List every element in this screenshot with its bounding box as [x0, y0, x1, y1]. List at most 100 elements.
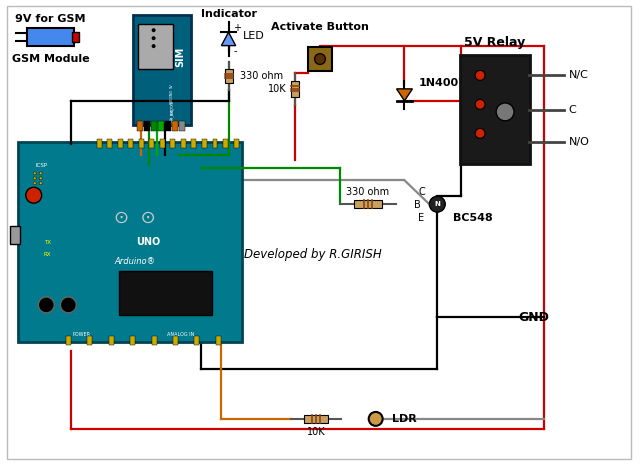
Text: Activate Button: Activate Button — [271, 22, 369, 32]
FancyBboxPatch shape — [195, 336, 200, 345]
Circle shape — [475, 129, 485, 138]
FancyBboxPatch shape — [158, 121, 164, 130]
Text: E: E — [419, 213, 424, 223]
FancyBboxPatch shape — [130, 336, 135, 345]
FancyBboxPatch shape — [173, 336, 178, 345]
Circle shape — [475, 70, 485, 80]
Circle shape — [33, 177, 36, 180]
Text: 10K: 10K — [268, 84, 287, 94]
Text: SIM_TXD: SIM_TXD — [170, 99, 174, 115]
Circle shape — [26, 187, 42, 203]
Circle shape — [33, 172, 36, 175]
FancyBboxPatch shape — [27, 28, 74, 46]
Text: LDR: LDR — [392, 414, 417, 424]
Polygon shape — [397, 89, 412, 101]
Text: ⊙  ⊙: ⊙ ⊙ — [114, 209, 156, 227]
Text: BC548: BC548 — [453, 213, 493, 223]
Circle shape — [152, 44, 156, 48]
Text: C: C — [418, 187, 425, 197]
Text: GND: GND — [519, 311, 550, 324]
FancyBboxPatch shape — [144, 121, 150, 130]
Text: VDD: VDD — [170, 96, 174, 104]
FancyBboxPatch shape — [87, 336, 92, 345]
Text: B: B — [414, 200, 420, 210]
FancyBboxPatch shape — [225, 69, 232, 83]
Text: TX: TX — [44, 240, 51, 246]
Text: UNO: UNO — [136, 237, 160, 247]
Text: RX: RX — [44, 253, 51, 257]
Text: 10K: 10K — [307, 427, 325, 437]
FancyBboxPatch shape — [149, 138, 154, 148]
FancyBboxPatch shape — [354, 200, 381, 208]
FancyBboxPatch shape — [72, 32, 79, 42]
Circle shape — [38, 297, 54, 313]
Text: 330 ohm: 330 ohm — [241, 71, 284, 81]
FancyBboxPatch shape — [138, 24, 173, 69]
FancyBboxPatch shape — [108, 138, 112, 148]
FancyBboxPatch shape — [308, 47, 332, 71]
Text: 330 ohm: 330 ohm — [346, 187, 389, 197]
Circle shape — [152, 28, 156, 32]
Text: +: + — [234, 23, 241, 33]
Text: 5V: 5V — [170, 84, 174, 89]
Circle shape — [152, 36, 156, 40]
Circle shape — [315, 54, 325, 64]
Text: LED: LED — [243, 31, 264, 41]
FancyBboxPatch shape — [152, 336, 157, 345]
FancyBboxPatch shape — [216, 336, 221, 345]
Text: GND: GND — [170, 89, 174, 97]
Circle shape — [39, 177, 42, 180]
Circle shape — [60, 297, 76, 313]
FancyBboxPatch shape — [151, 121, 157, 130]
FancyBboxPatch shape — [109, 336, 114, 345]
Text: Arduino®: Arduino® — [114, 257, 155, 266]
Circle shape — [39, 182, 42, 185]
FancyBboxPatch shape — [10, 226, 20, 244]
FancyBboxPatch shape — [133, 15, 191, 124]
FancyBboxPatch shape — [223, 138, 228, 148]
FancyBboxPatch shape — [172, 121, 178, 130]
FancyBboxPatch shape — [137, 121, 143, 130]
FancyBboxPatch shape — [66, 336, 71, 345]
FancyBboxPatch shape — [118, 138, 123, 148]
Text: Indicator: Indicator — [200, 9, 257, 19]
FancyBboxPatch shape — [165, 121, 171, 130]
Text: GSM Module: GSM Module — [12, 54, 90, 64]
FancyBboxPatch shape — [170, 138, 175, 148]
FancyBboxPatch shape — [202, 138, 207, 148]
Circle shape — [39, 172, 42, 175]
FancyBboxPatch shape — [303, 415, 328, 423]
FancyBboxPatch shape — [460, 55, 530, 164]
Text: GND: GND — [170, 117, 174, 125]
Text: POWER: POWER — [72, 332, 91, 337]
Text: Developed by R.GIRISH: Developed by R.GIRISH — [244, 248, 382, 261]
Text: N/O: N/O — [568, 137, 589, 147]
Text: N: N — [435, 201, 440, 207]
FancyBboxPatch shape — [129, 138, 133, 148]
FancyBboxPatch shape — [160, 138, 165, 148]
FancyBboxPatch shape — [139, 138, 144, 148]
FancyBboxPatch shape — [119, 272, 212, 315]
Text: SIM_RXD: SIM_RXD — [170, 106, 174, 122]
FancyBboxPatch shape — [234, 138, 239, 148]
FancyBboxPatch shape — [181, 138, 186, 148]
FancyBboxPatch shape — [291, 81, 299, 97]
Circle shape — [475, 99, 485, 110]
Text: N/C: N/C — [568, 70, 588, 81]
Circle shape — [496, 103, 514, 121]
FancyBboxPatch shape — [191, 138, 196, 148]
Text: ANALOG IN: ANALOG IN — [167, 332, 195, 337]
Circle shape — [369, 412, 383, 426]
Polygon shape — [221, 32, 236, 46]
Circle shape — [429, 196, 445, 212]
FancyBboxPatch shape — [18, 142, 243, 343]
Text: ICSP: ICSP — [36, 163, 48, 168]
Text: 9V for GSM: 9V for GSM — [15, 14, 86, 24]
FancyBboxPatch shape — [212, 138, 218, 148]
Text: RST: RST — [170, 124, 174, 131]
Circle shape — [33, 182, 36, 185]
FancyBboxPatch shape — [97, 138, 102, 148]
Text: SIM: SIM — [175, 47, 185, 67]
Text: -: - — [234, 46, 237, 55]
Text: 1N4007: 1N4007 — [419, 78, 467, 88]
